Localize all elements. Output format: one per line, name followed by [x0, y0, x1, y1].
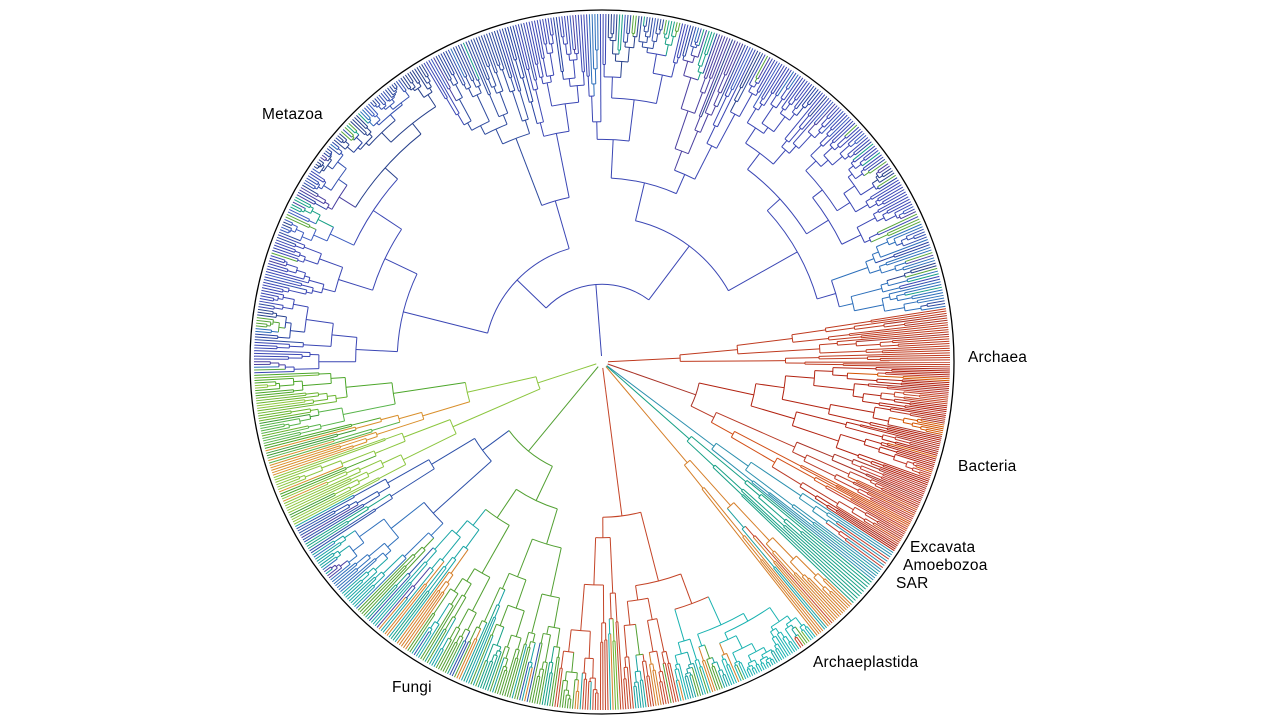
clade-label-excavata: Excavata — [910, 539, 976, 556]
clade-label-amoebozoa: Amoebozoa — [903, 557, 988, 574]
clade-label-archaeplastida: Archaeplastida — [813, 654, 919, 671]
outer-ring — [249, 9, 955, 715]
clade-label-fungi: Fungi — [392, 679, 432, 696]
clade-label-sar: SAR — [896, 575, 929, 592]
clade-label-bacteria: Bacteria — [958, 458, 1017, 475]
clade-label-archaea: Archaea — [968, 349, 1028, 366]
clade-label-metazoa: Metazoa — [262, 106, 323, 123]
